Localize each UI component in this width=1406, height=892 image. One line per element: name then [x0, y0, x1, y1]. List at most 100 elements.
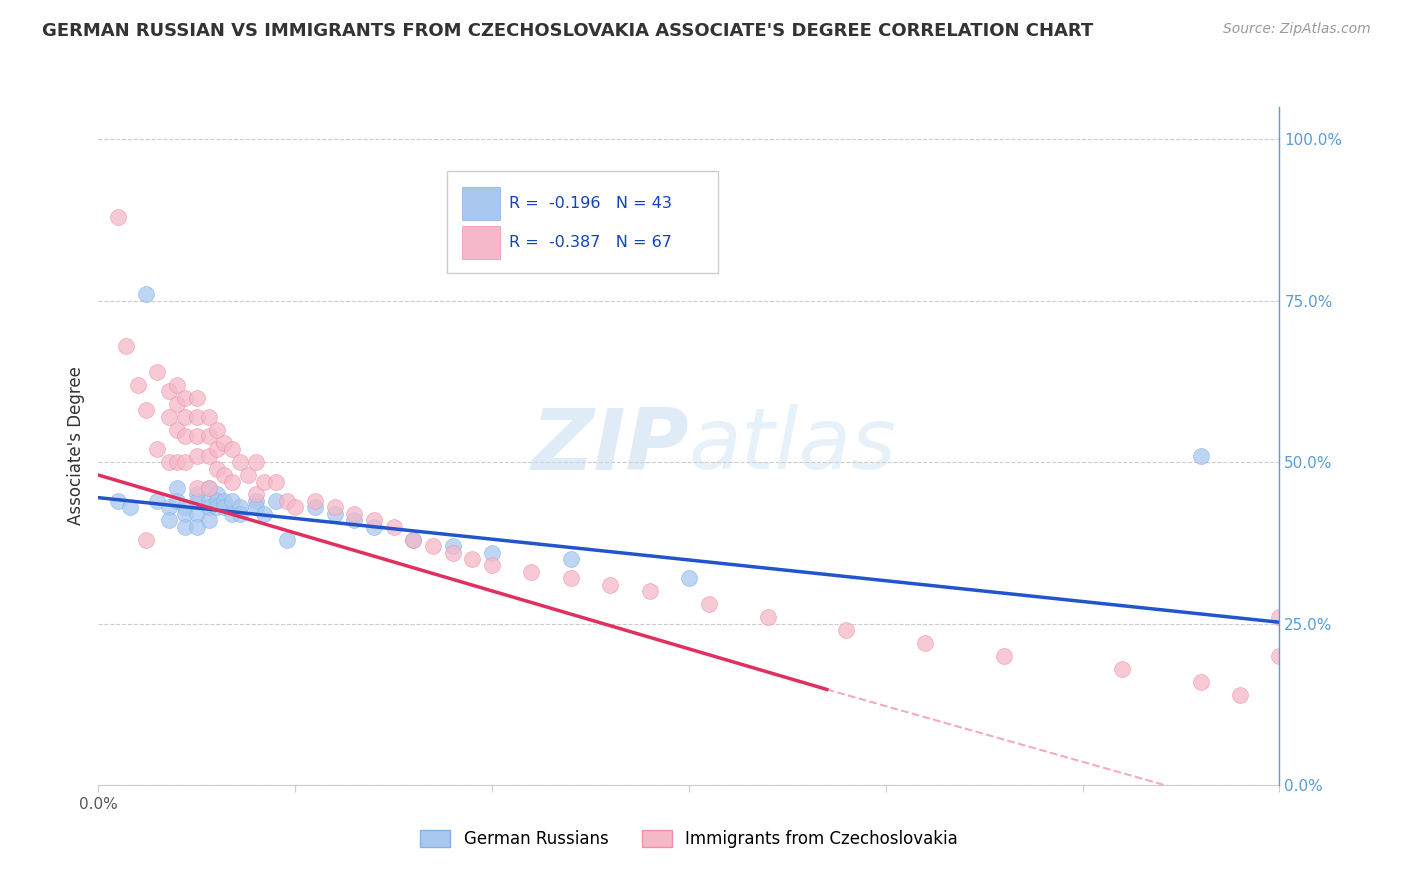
Point: [205, 500, 228, 515]
Point: [214, 494, 236, 508]
Point: [186, 449, 208, 463]
Point: [197, 494, 219, 508]
Point: [481, 545, 503, 559]
Text: GERMAN RUSSIAN VS IMMIGRANTS FROM CZECHOSLOVAKIA ASSOCIATE'S DEGREE CORRELATION : GERMAN RUSSIAN VS IMMIGRANTS FROM CZECHO…: [42, 22, 1094, 40]
Point: [229, 500, 252, 515]
Point: [422, 539, 444, 553]
Point: [135, 287, 157, 301]
Point: [186, 487, 208, 501]
Point: [214, 500, 236, 515]
Point: [599, 578, 621, 592]
Point: [441, 545, 464, 559]
Point: [205, 442, 228, 457]
Text: Source: ZipAtlas.com: Source: ZipAtlas.com: [1223, 22, 1371, 37]
Point: [214, 435, 236, 450]
Point: [186, 519, 208, 533]
Point: [197, 481, 219, 495]
Point: [205, 487, 228, 501]
Point: [236, 468, 259, 483]
Text: ZIP: ZIP: [531, 404, 689, 488]
Point: [197, 409, 219, 424]
Point: [461, 552, 484, 566]
Y-axis label: Associate's Degree: Associate's Degree: [66, 367, 84, 525]
Point: [835, 623, 858, 637]
Point: [304, 494, 326, 508]
Point: [343, 513, 366, 527]
Point: [221, 494, 243, 508]
Point: [186, 481, 208, 495]
Point: [186, 391, 208, 405]
Point: [127, 377, 149, 392]
Point: [166, 397, 188, 411]
Point: [1229, 688, 1251, 702]
Point: [363, 519, 385, 533]
Point: [481, 558, 503, 573]
Point: [157, 409, 180, 424]
Point: [245, 494, 267, 508]
Point: [174, 507, 197, 521]
Point: [441, 539, 464, 553]
Point: [166, 423, 188, 437]
Point: [1189, 674, 1212, 689]
Point: [205, 423, 228, 437]
Point: [402, 533, 425, 547]
Point: [157, 384, 180, 398]
Point: [186, 494, 208, 508]
Point: [264, 494, 287, 508]
Point: [253, 475, 276, 489]
Point: [157, 455, 180, 469]
Point: [245, 455, 267, 469]
Point: [253, 507, 276, 521]
Point: [197, 449, 219, 463]
Point: [174, 391, 197, 405]
Point: [135, 403, 157, 417]
Point: [107, 494, 129, 508]
FancyBboxPatch shape: [463, 226, 501, 259]
Point: [197, 481, 219, 495]
Point: [1288, 694, 1310, 708]
Point: [638, 584, 661, 599]
Point: [197, 500, 219, 515]
Point: [756, 610, 779, 624]
Point: [221, 507, 243, 521]
Text: atlas: atlas: [689, 404, 897, 488]
Point: [174, 500, 197, 515]
Point: [107, 210, 129, 224]
Point: [245, 500, 267, 515]
Point: [214, 468, 236, 483]
Point: [697, 597, 720, 611]
Point: [323, 500, 346, 515]
Point: [174, 455, 197, 469]
Point: [221, 442, 243, 457]
Text: R =  -0.196   N = 43: R = -0.196 N = 43: [509, 196, 672, 211]
Point: [146, 442, 169, 457]
Point: [174, 519, 197, 533]
Point: [382, 519, 405, 533]
Point: [205, 461, 228, 475]
FancyBboxPatch shape: [447, 171, 718, 273]
Point: [323, 507, 346, 521]
Point: [560, 552, 582, 566]
Point: [1189, 449, 1212, 463]
Point: [914, 636, 936, 650]
Point: [276, 533, 298, 547]
Point: [264, 475, 287, 489]
Point: [245, 487, 267, 501]
Legend: German Russians, Immigrants from Czechoslovakia: German Russians, Immigrants from Czechos…: [413, 823, 965, 855]
Point: [157, 500, 180, 515]
Point: [166, 455, 188, 469]
Point: [221, 475, 243, 489]
Point: [166, 481, 188, 495]
Text: R =  -0.387   N = 67: R = -0.387 N = 67: [509, 235, 672, 250]
Point: [197, 513, 219, 527]
Point: [205, 494, 228, 508]
Point: [284, 500, 307, 515]
Point: [520, 565, 543, 579]
Point: [560, 571, 582, 585]
Point: [343, 507, 366, 521]
Point: [1111, 662, 1133, 676]
Point: [166, 494, 188, 508]
Point: [146, 365, 169, 379]
FancyBboxPatch shape: [463, 187, 501, 220]
Point: [186, 507, 208, 521]
